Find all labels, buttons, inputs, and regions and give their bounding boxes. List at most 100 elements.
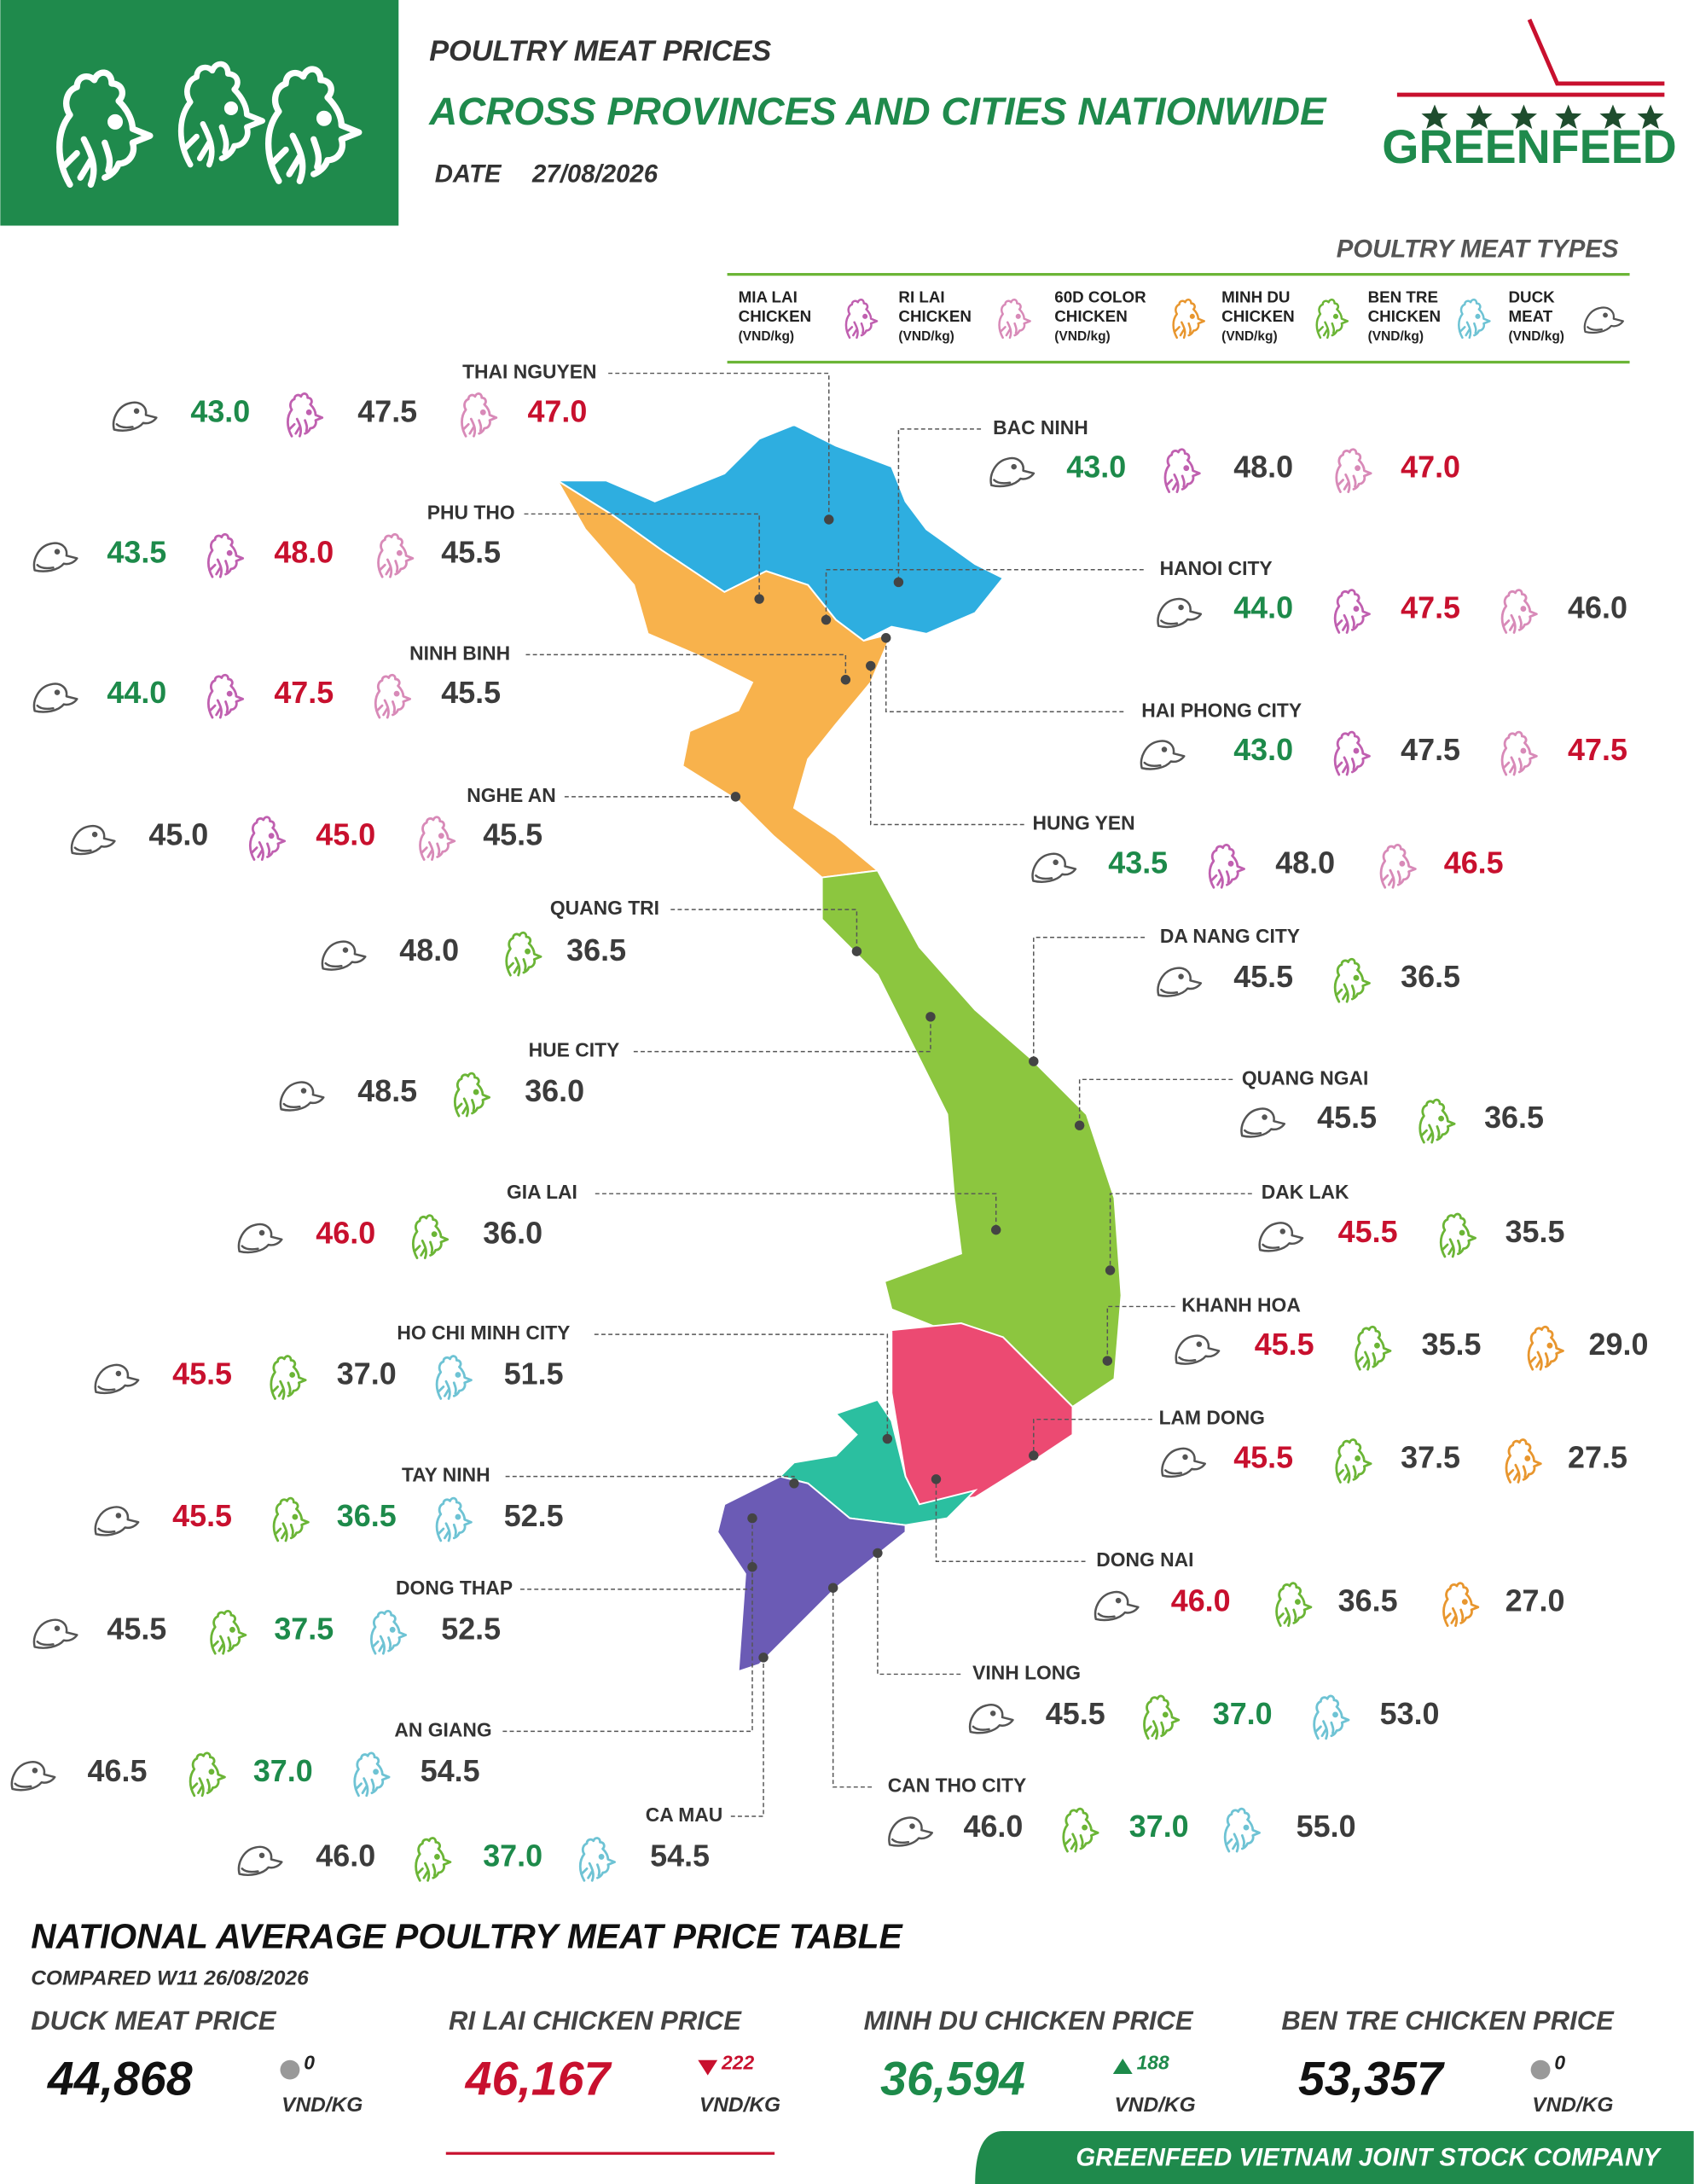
icon xyxy=(206,532,245,578)
date-label: DATE xyxy=(435,160,502,188)
price: 45.5 xyxy=(172,1356,232,1391)
legend-text: (VND/kg) xyxy=(1368,329,1424,344)
icon xyxy=(1335,1438,1372,1484)
province-name: HUNG YEN xyxy=(1032,812,1134,834)
trend-down xyxy=(698,2059,718,2076)
price: 46.5 xyxy=(88,1753,148,1788)
icon xyxy=(1223,1807,1261,1853)
location-dot xyxy=(990,1224,1001,1235)
icon xyxy=(435,1496,473,1542)
icon xyxy=(353,1751,391,1798)
icon xyxy=(461,392,498,438)
price: 52.5 xyxy=(441,1611,501,1646)
price: 37.0 xyxy=(253,1753,313,1788)
price: 48.0 xyxy=(399,932,459,967)
legend-title: POULTRY MEAT TYPES xyxy=(1337,235,1619,264)
province-name: NINH BINH xyxy=(409,642,510,664)
icon xyxy=(1505,1438,1542,1484)
icon xyxy=(1379,844,1417,889)
icon xyxy=(1163,448,1201,493)
icon xyxy=(32,542,78,572)
icon xyxy=(1157,597,1203,629)
icon xyxy=(321,940,367,971)
price: 47.5 xyxy=(357,393,417,428)
header-subtitle: ACROSS PROVINCES AND CITIES NATIONWIDE xyxy=(428,90,1327,133)
connector xyxy=(870,665,1024,826)
icon xyxy=(1140,740,1186,770)
price: 45.5 xyxy=(1255,1327,1314,1362)
province-name: DA NANG CITY xyxy=(1160,925,1300,947)
card-change: 0 xyxy=(1554,2052,1565,2074)
province-name: QUANG NGAI xyxy=(1242,1066,1368,1089)
price: 48.0 xyxy=(274,534,334,569)
trend-flat xyxy=(280,2059,300,2080)
price: 46.0 xyxy=(1568,590,1627,625)
legend-text: 60D COLOR xyxy=(1054,288,1146,305)
location-dot xyxy=(866,660,876,671)
connector xyxy=(877,1553,961,1676)
location-dot xyxy=(1102,1356,1113,1366)
icon xyxy=(1500,730,1538,776)
price: 36.5 xyxy=(337,1498,397,1533)
icon xyxy=(1333,957,1371,1003)
icon xyxy=(1143,1694,1181,1740)
location-dot xyxy=(881,633,891,643)
price: 27.0 xyxy=(1505,1583,1565,1618)
price: 45.5 xyxy=(1233,959,1293,994)
province-name: VINH LONG xyxy=(972,1661,1081,1683)
connector xyxy=(825,569,1144,620)
card-price: 36,594 xyxy=(880,2052,1025,2105)
legend-text: MIA LAI xyxy=(739,288,798,305)
connector xyxy=(595,1193,997,1230)
legend-text: (VND/kg) xyxy=(898,329,954,344)
location-dot xyxy=(873,1548,883,1559)
province-name: CAN THO CITY xyxy=(888,1774,1026,1797)
icon xyxy=(10,1761,56,1792)
logo: GREENFEED xyxy=(1382,18,1677,173)
location-dot xyxy=(789,1478,799,1489)
icon xyxy=(237,1845,283,1877)
icon xyxy=(989,456,1036,488)
connector xyxy=(832,1588,873,1788)
price: 36.5 xyxy=(1401,959,1460,994)
icon xyxy=(411,1214,450,1259)
icon xyxy=(1418,1098,1456,1144)
price: 37.0 xyxy=(1213,1696,1273,1731)
card-change: 0 xyxy=(304,2052,315,2074)
price: 43.5 xyxy=(107,534,166,569)
location-dot xyxy=(821,614,832,625)
connector xyxy=(1109,1193,1252,1270)
icon xyxy=(1333,589,1371,634)
price: 48.0 xyxy=(1275,845,1335,880)
price: 36.5 xyxy=(1484,1100,1544,1135)
price: 37.0 xyxy=(337,1356,397,1391)
card-price: 46,167 xyxy=(465,2052,613,2105)
icon xyxy=(998,298,1031,340)
price: 36.5 xyxy=(1338,1583,1398,1618)
location-dot xyxy=(730,792,741,802)
icon xyxy=(578,1837,616,1882)
location-dot xyxy=(840,675,851,685)
price: 43.0 xyxy=(190,393,250,428)
price: 51.5 xyxy=(504,1356,564,1391)
legend-text: CHICKEN xyxy=(1221,307,1295,325)
price: 36.0 xyxy=(525,1073,584,1108)
price: 55.0 xyxy=(1297,1809,1356,1844)
legend-text: (VND/kg) xyxy=(1221,329,1277,344)
price: 45.5 xyxy=(441,534,501,569)
location-dot xyxy=(747,1562,757,1572)
price: 37.0 xyxy=(1129,1809,1189,1844)
location-dot xyxy=(754,594,764,604)
icon xyxy=(374,673,411,719)
icon xyxy=(844,298,879,340)
connector xyxy=(502,1566,753,1733)
trend-up xyxy=(1112,2059,1133,2075)
province-name: THAI NGUYEN xyxy=(462,361,596,383)
connector xyxy=(1033,937,1146,1062)
price: 36.0 xyxy=(483,1216,542,1251)
card-price: 53,357 xyxy=(1298,2052,1446,2105)
icon xyxy=(1439,1212,1476,1258)
summary-compared: COMPARED W11 26/08/2026 xyxy=(31,1966,309,1989)
price: 35.5 xyxy=(1505,1214,1565,1249)
